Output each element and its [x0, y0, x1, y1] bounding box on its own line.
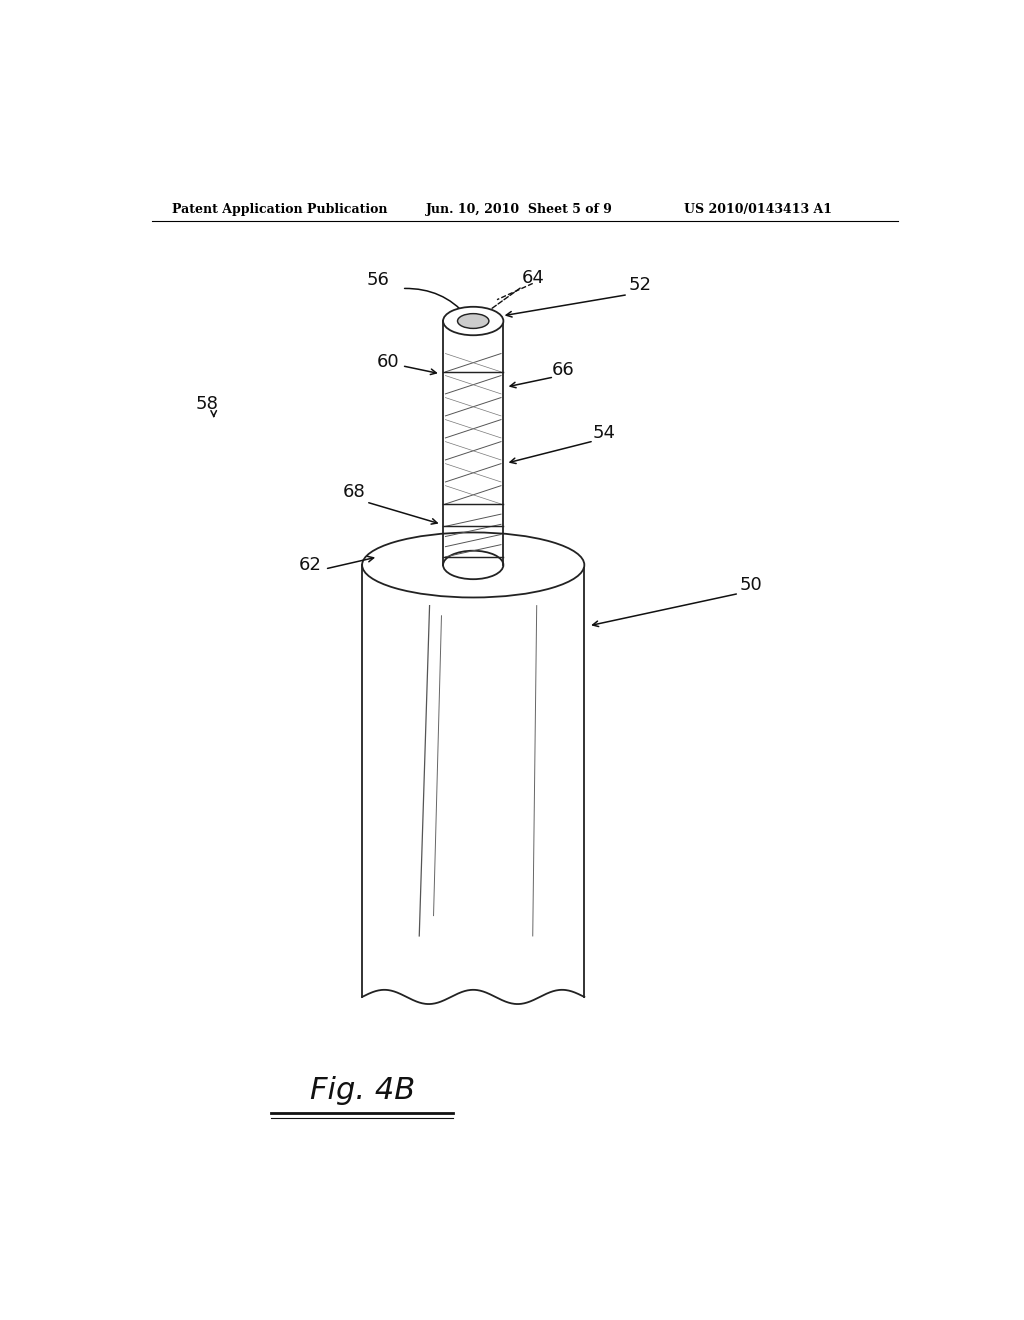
Text: Jun. 10, 2010  Sheet 5 of 9: Jun. 10, 2010 Sheet 5 of 9 [426, 203, 612, 216]
Text: 60: 60 [377, 352, 399, 371]
Text: 50: 50 [739, 577, 762, 594]
Ellipse shape [443, 306, 504, 335]
Ellipse shape [458, 314, 488, 329]
Text: 56: 56 [367, 272, 389, 289]
Text: US 2010/0143413 A1: US 2010/0143413 A1 [684, 203, 831, 216]
Ellipse shape [443, 550, 504, 579]
Text: 66: 66 [552, 360, 574, 379]
Text: 52: 52 [629, 276, 651, 294]
Text: 58: 58 [196, 396, 219, 413]
Text: 68: 68 [343, 483, 366, 500]
Text: 62: 62 [299, 556, 322, 574]
Text: 54: 54 [593, 424, 615, 442]
Text: 64: 64 [521, 269, 544, 288]
Text: Fig. 4B: Fig. 4B [309, 1076, 415, 1105]
Text: Patent Application Publication: Patent Application Publication [172, 203, 387, 216]
Ellipse shape [362, 532, 585, 598]
